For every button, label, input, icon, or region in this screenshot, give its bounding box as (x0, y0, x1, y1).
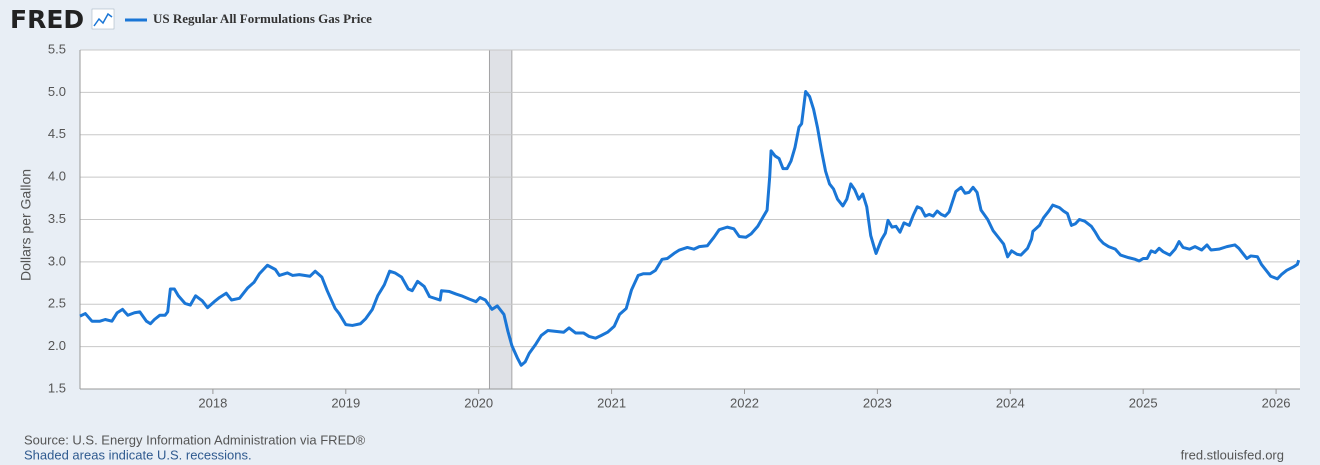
legend-label: US Regular All Formulations Gas Price (153, 11, 372, 26)
y-tick-label: 3.0 (48, 253, 66, 268)
x-tick-label: 2023 (863, 395, 892, 410)
y-tick-label: 4.5 (48, 126, 66, 141)
x-tick-label: 2026 (1262, 395, 1291, 410)
x-tick-label: 2022 (730, 395, 759, 410)
y-tick-label: 3.5 (48, 211, 66, 226)
y-tick-label: 4.0 (48, 169, 66, 184)
x-tick-label: 2021 (597, 395, 626, 410)
y-axis-label: Dollars per Gallon (18, 169, 34, 281)
x-tick-label: 2024 (996, 395, 1025, 410)
x-tick-label: 2020 (464, 395, 493, 410)
brand[interactable]: FRED (10, 5, 84, 34)
recession-note[interactable]: Shaded areas indicate U.S. recessions. (24, 447, 252, 462)
y-tick-label: 5.0 (48, 84, 66, 99)
plot (79, 49, 1301, 394)
x-tick-label: 2025 (1129, 395, 1158, 410)
brand-icon (91, 8, 115, 30)
y-tick-label: 2.5 (48, 296, 66, 311)
source: Source: U.S. Energy Information Administ… (24, 432, 366, 447)
x-tick-label: 2019 (331, 395, 360, 410)
y-tick-label: 1.5 (48, 380, 66, 395)
y-tick-label: 5.5 (48, 41, 66, 56)
website[interactable]: fred.stlouisfed.org (1181, 447, 1284, 462)
series-line (79, 90, 1301, 367)
y-tick-label: 2.0 (48, 338, 66, 353)
x-tick-label: 2018 (198, 395, 227, 410)
